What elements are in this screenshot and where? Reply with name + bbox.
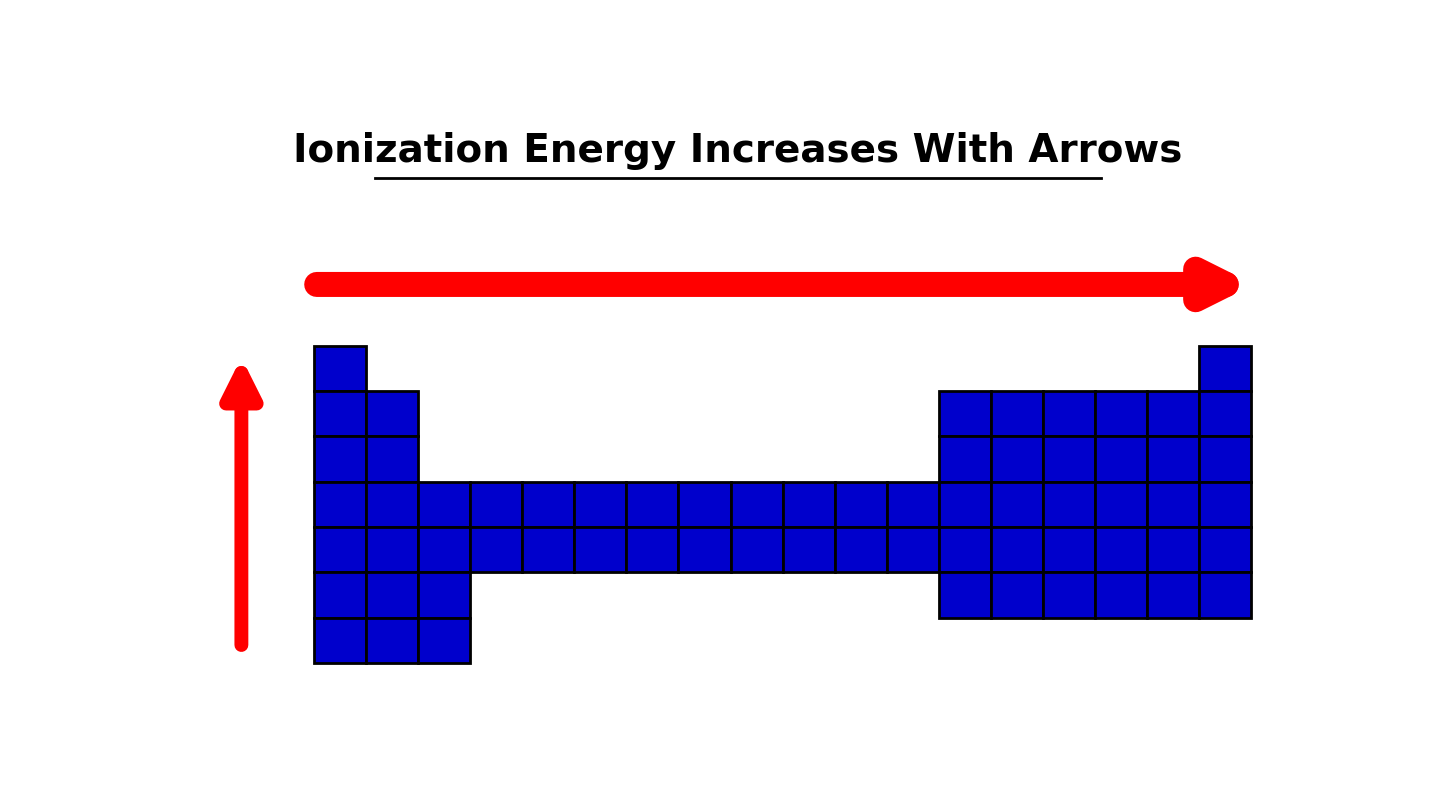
Bar (1094, 573, 1148, 618)
Bar (991, 573, 1043, 618)
Bar (1148, 436, 1200, 481)
Bar (1094, 436, 1148, 481)
Bar (1043, 391, 1094, 436)
Bar (939, 391, 991, 436)
Bar (887, 481, 939, 527)
Bar (939, 527, 991, 573)
Bar (418, 481, 469, 527)
Bar (1200, 573, 1251, 618)
Bar (469, 481, 523, 527)
Bar (991, 436, 1043, 481)
Bar (1148, 391, 1200, 436)
Bar (575, 481, 626, 527)
Bar (1200, 527, 1251, 573)
Bar (314, 573, 366, 618)
Bar (626, 481, 678, 527)
Bar (678, 527, 730, 573)
Bar (366, 436, 418, 481)
Bar (418, 618, 469, 663)
Bar (366, 618, 418, 663)
Bar (366, 481, 418, 527)
Bar (523, 527, 575, 573)
Bar (991, 527, 1043, 573)
Bar (783, 481, 835, 527)
Bar (1094, 527, 1148, 573)
Bar (991, 481, 1043, 527)
Bar (314, 527, 366, 573)
Bar (835, 527, 887, 573)
Bar (939, 436, 991, 481)
Bar (418, 527, 469, 573)
Bar (366, 527, 418, 573)
Bar (1200, 346, 1251, 391)
Bar (1094, 481, 1148, 527)
Bar (1200, 391, 1251, 436)
Bar (314, 436, 366, 481)
Bar (1148, 527, 1200, 573)
Bar (1148, 573, 1200, 618)
Bar (575, 527, 626, 573)
Bar (887, 527, 939, 573)
Bar (1043, 436, 1094, 481)
Bar (678, 481, 730, 527)
Bar (991, 391, 1043, 436)
Text: Ionization Energy Increases With Arrows: Ionization Energy Increases With Arrows (294, 132, 1182, 170)
Bar (366, 573, 418, 618)
Bar (418, 573, 469, 618)
Bar (939, 573, 991, 618)
Bar (1094, 391, 1148, 436)
Bar (366, 391, 418, 436)
Bar (1043, 573, 1094, 618)
Bar (730, 527, 783, 573)
Bar (314, 391, 366, 436)
Bar (314, 618, 366, 663)
Bar (626, 527, 678, 573)
Bar (523, 481, 575, 527)
Bar (469, 527, 523, 573)
Bar (939, 481, 991, 527)
Bar (1148, 481, 1200, 527)
Bar (1200, 481, 1251, 527)
Bar (1043, 481, 1094, 527)
Bar (314, 346, 366, 391)
Bar (783, 527, 835, 573)
Bar (730, 481, 783, 527)
Bar (1043, 527, 1094, 573)
Bar (1200, 436, 1251, 481)
Bar (835, 481, 887, 527)
Bar (314, 481, 366, 527)
